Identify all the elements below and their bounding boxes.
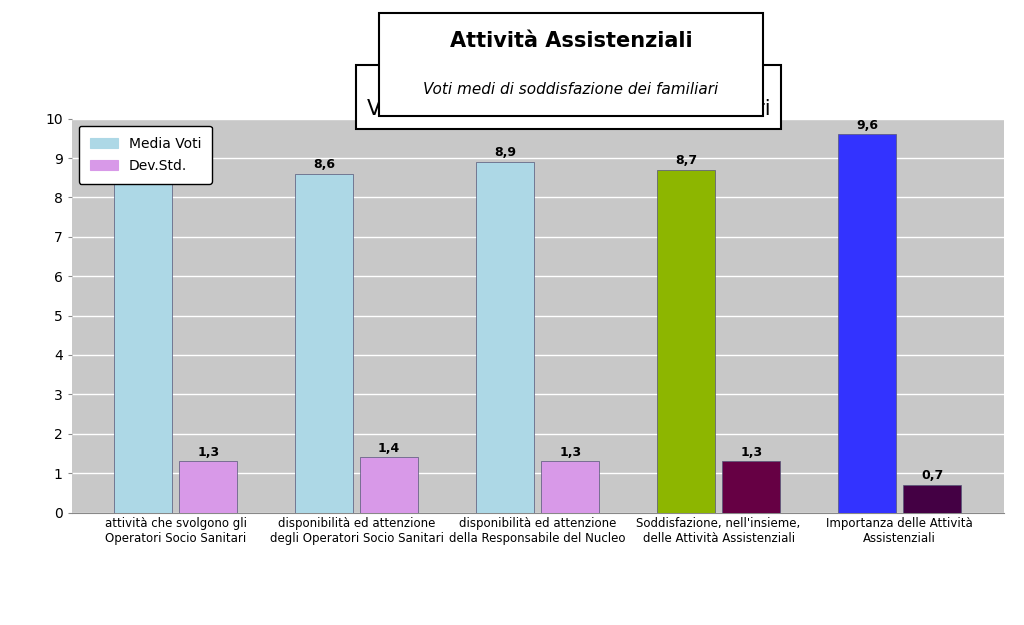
Legend: Media Voti, Dev.Std.: Media Voti, Dev.Std. xyxy=(79,126,212,184)
Text: Attività Assistenziali
Voti medi di soddisfazione dei familiari: Attività Assistenziali Voti medi di sodd… xyxy=(367,76,770,119)
Bar xyxy=(179,461,238,512)
Bar xyxy=(114,177,172,512)
Bar xyxy=(476,162,534,512)
Text: 0,7: 0,7 xyxy=(921,469,943,482)
Text: 8,9: 8,9 xyxy=(494,146,516,159)
Bar xyxy=(657,170,715,512)
Bar xyxy=(903,485,962,512)
Text: 8,6: 8,6 xyxy=(313,158,335,171)
Text: Attività Assistenziali: Attività Assistenziali xyxy=(450,31,692,51)
Text: 1,4: 1,4 xyxy=(378,442,400,454)
Bar xyxy=(542,461,599,512)
Text: 1,3: 1,3 xyxy=(559,446,582,459)
Bar xyxy=(838,134,896,512)
Text: 8,7: 8,7 xyxy=(675,154,697,167)
Text: 8,5: 8,5 xyxy=(132,162,154,175)
Text: 1,3: 1,3 xyxy=(197,446,219,459)
Bar xyxy=(722,461,780,512)
Text: 9,6: 9,6 xyxy=(856,119,878,132)
Bar xyxy=(360,458,418,512)
Text: Voti medi di soddisfazione dei familiari: Voti medi di soddisfazione dei familiari xyxy=(423,82,719,98)
Bar xyxy=(295,174,353,512)
Text: 1,3: 1,3 xyxy=(740,446,762,459)
